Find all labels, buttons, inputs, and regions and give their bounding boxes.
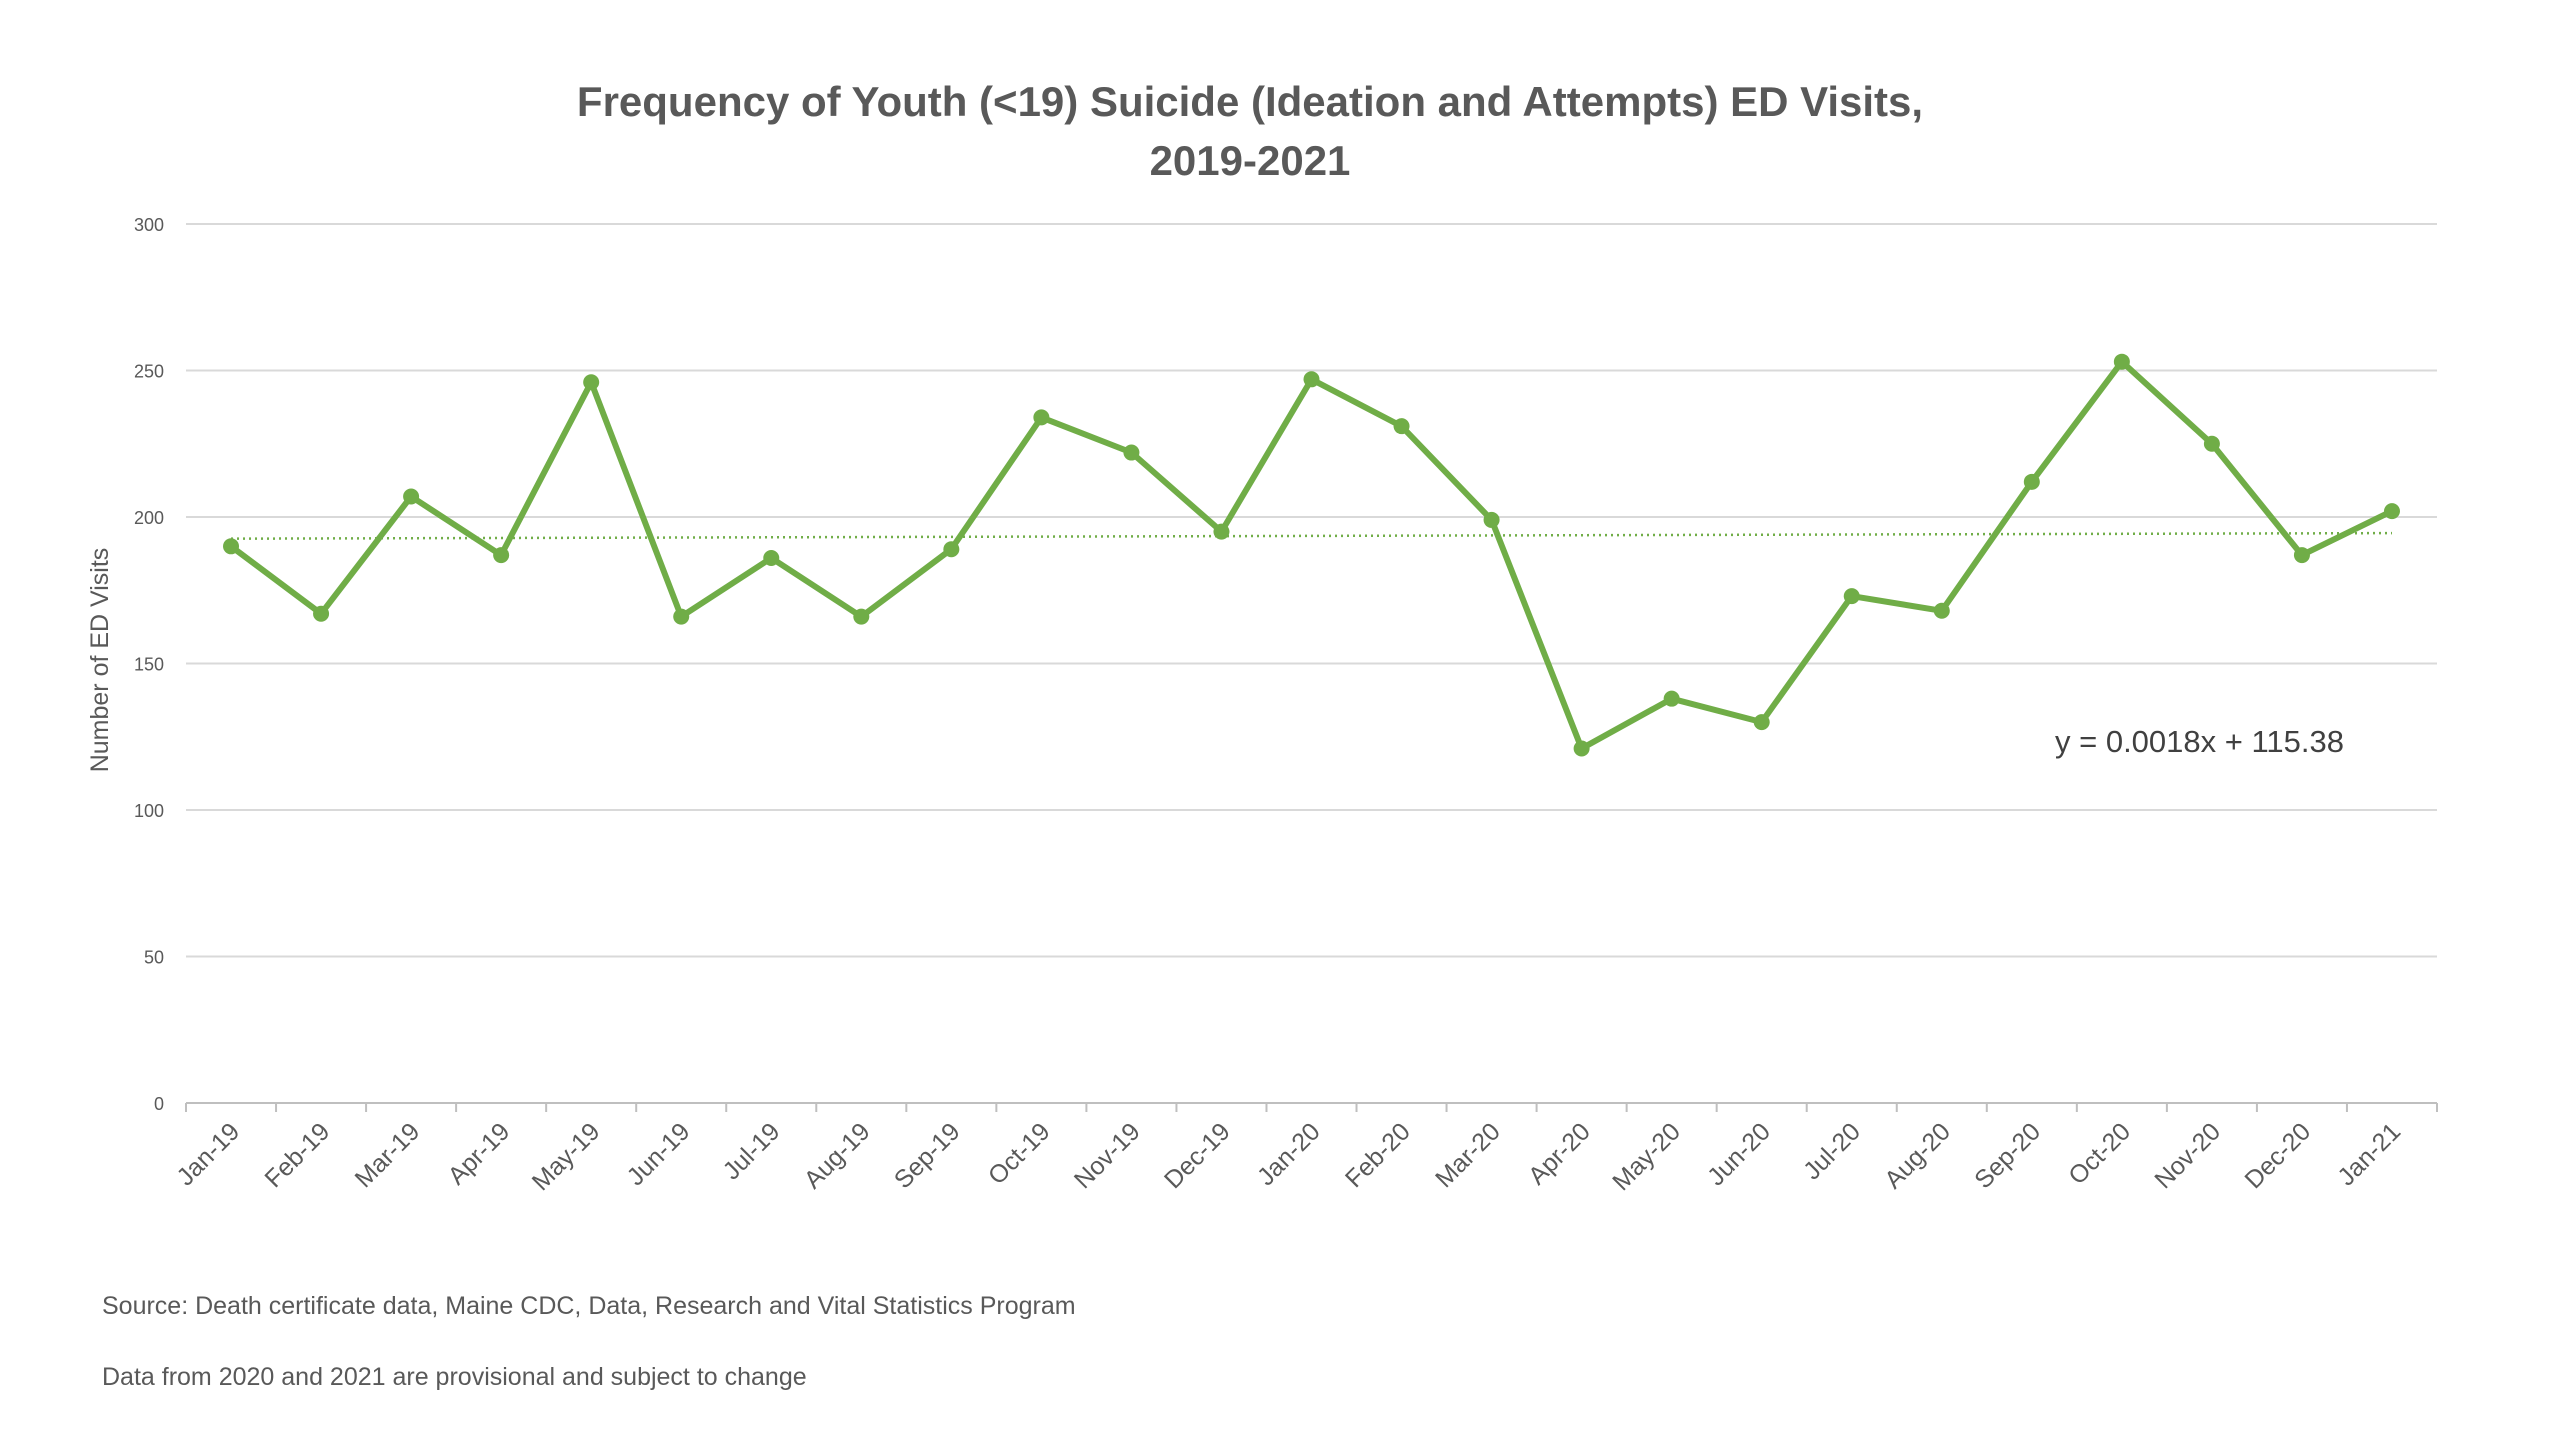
data-point (853, 608, 870, 625)
x-tick-label: Jan-19 (171, 1117, 245, 1191)
x-tick-label: Aug-20 (1879, 1117, 1956, 1194)
x-tick-label: Oct-20 (2063, 1117, 2136, 1190)
x-tick-label: Apr-20 (1523, 1117, 1596, 1190)
y-tick-label-300: 300 (134, 215, 164, 235)
data-point (1573, 740, 1590, 757)
data-point (763, 550, 780, 567)
x-tick-label: Feb-19 (259, 1117, 335, 1193)
y-tick-label-200: 200 (134, 508, 164, 528)
x-tick-label: Nov-19 (1069, 1117, 1146, 1194)
x-tick-label: Apr-19 (443, 1117, 516, 1190)
x-tick-label: Feb-20 (1340, 1117, 1416, 1193)
trendline (231, 531, 2392, 540)
x-tick-label: Nov-20 (2149, 1117, 2226, 1194)
data-point (1753, 714, 1770, 731)
data-point (673, 608, 690, 625)
y-tick-label-150: 150 (134, 655, 164, 675)
x-tick-label: May-20 (1607, 1117, 1686, 1196)
x-tick-label: Jan-21 (2332, 1117, 2406, 1191)
data-point (583, 374, 600, 391)
x-tick-label: Jul-19 (718, 1117, 786, 1185)
data-point (403, 488, 420, 505)
x-tick-label: Oct-19 (983, 1117, 1056, 1190)
data-point (313, 605, 330, 622)
data-point (2023, 473, 2040, 490)
chart-title-line-1: Frequency of Youth (<19) Suicide (Ideati… (577, 78, 1923, 125)
x-tick-label: Jan-20 (1252, 1117, 1326, 1191)
y-tick-label-0: 0 (154, 1094, 164, 1114)
trendline-equation: y = 0.0018x + 115.38 (2055, 724, 2344, 759)
data-point (1933, 602, 1950, 619)
data-point (1303, 371, 1320, 388)
x-axis: Jan-19 Feb-19 Mar-19 Apr-19 May-19 Jun-19 Jul-… (171, 1102, 2438, 1196)
data-point (1393, 418, 1410, 435)
data-point (2113, 353, 2130, 370)
x-tick-label: Sep-19 (889, 1117, 966, 1194)
provisional-note: Data from 2020 and 2021 are provisional … (102, 1363, 807, 1391)
series-layer (223, 353, 2400, 757)
gridlines (186, 223, 2437, 958)
x-tick-label: Dec-20 (2239, 1117, 2316, 1194)
series-line-0 (228, 358, 2395, 752)
source-note: Source: Death certificate data, Maine CD… (102, 1292, 1076, 1320)
x-tick-label: Jul-20 (1798, 1117, 1866, 1185)
x-tick-label: Mar-19 (350, 1117, 426, 1193)
data-point (223, 538, 240, 555)
x-tick-label: Aug-19 (799, 1117, 876, 1194)
data-point (1123, 444, 1140, 461)
data-point (1843, 588, 1860, 605)
data-point (1213, 523, 1230, 540)
data-point (2293, 547, 2310, 564)
data-point (2383, 503, 2400, 520)
data-point (1483, 511, 1500, 528)
data-point (943, 541, 960, 558)
x-tick-label: Mar-20 (1430, 1117, 1506, 1193)
x-tick-label: May-19 (527, 1117, 606, 1196)
y-axis-label: Number of ED Visits (86, 548, 114, 773)
y-tick-label-100: 100 (134, 801, 164, 821)
x-tick-label: Jun-20 (1702, 1117, 1776, 1191)
trendline-layer (231, 531, 2392, 540)
y-axis-ticks: 0 50 100 150 200 250 300 (134, 215, 164, 1114)
x-tick-label: Jun-19 (622, 1117, 696, 1191)
data-point (1663, 690, 1680, 707)
x-tick-label: Dec-19 (1159, 1117, 1236, 1194)
chart-title-line-2: 2019-2021 (1150, 137, 1351, 184)
data-point (493, 547, 510, 564)
y-tick-label-50: 50 (144, 948, 164, 968)
data-point (2203, 435, 2220, 452)
y-tick-label-250: 250 (134, 362, 164, 382)
x-tick-label: Sep-20 (1969, 1117, 2046, 1194)
data-point (1033, 409, 1050, 426)
